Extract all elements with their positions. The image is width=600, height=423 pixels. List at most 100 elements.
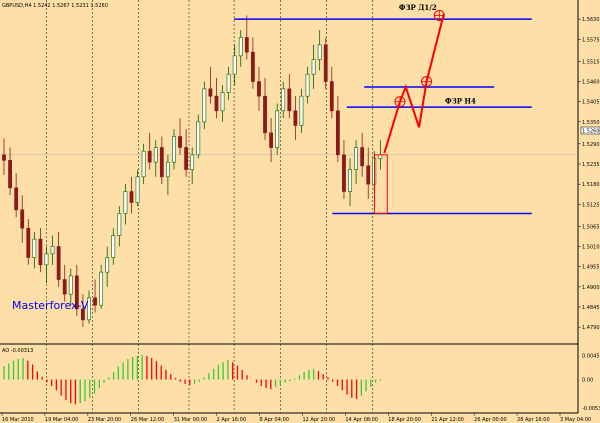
candle-32: [196, 114, 201, 159]
target-circle-2: [433, 10, 445, 21]
candle-23: [141, 143, 146, 185]
candle-58: [354, 140, 358, 185]
candle-body: [257, 81, 261, 97]
candle-body: [184, 147, 189, 170]
symbol-header: GBPUSD,H4 1.5242 1.5267 1.5231 1.5260: [2, 3, 108, 9]
candle-19: [117, 206, 122, 247]
candle-39: [238, 30, 243, 67]
level-label-1: ФЗР H4: [445, 97, 476, 106]
time-tick-label: 19 Mar 04:00: [45, 417, 78, 423]
candle-body: [335, 110, 340, 156]
time-tick-label: 18 Apr 20:00: [388, 417, 421, 423]
time-tick-label: 16 Mar 2010: [2, 417, 34, 423]
candle-body: [62, 279, 67, 295]
projection-path: [383, 13, 445, 154]
level-label-0: ФЗР Д1/2: [399, 3, 437, 12]
price-tick-label: 1.5180: [582, 182, 600, 188]
candle-33: [202, 81, 207, 130]
candle-body: [99, 271, 104, 306]
candle-40: [244, 15, 249, 60]
candle-7: [44, 246, 49, 284]
candle-45: [275, 103, 280, 155]
candle-body: [147, 150, 152, 163]
candle-12: [74, 264, 79, 317]
candle-17: [105, 246, 110, 287]
price-tick-label: 1.5515: [582, 59, 600, 65]
candle-42: [257, 66, 261, 111]
candle-16: [99, 264, 104, 309]
ao-tick-label: 0.00: [582, 378, 593, 384]
candle-body: [366, 165, 371, 185]
candle-body: [208, 88, 213, 97]
candle-body: [329, 81, 334, 112]
current-price-label: 1.5260: [582, 129, 600, 135]
candle-body: [275, 110, 280, 148]
target-circle-0: [394, 96, 406, 108]
candle-body: [214, 95, 219, 112]
candle-36: [220, 85, 225, 122]
candle-51: [311, 44, 316, 89]
candle-body: [232, 55, 237, 75]
candle-15: [93, 279, 97, 313]
candle-body: [178, 136, 182, 148]
candle-body: [172, 136, 176, 163]
candle-56: [342, 140, 346, 199]
time-tick-label: 23 Mar 20:00: [88, 417, 121, 423]
price-tick-label: 1.5010: [582, 245, 600, 251]
candle-60: [366, 147, 371, 199]
candle-body: [123, 191, 128, 214]
candle-body: [348, 169, 352, 192]
candle-22: [135, 169, 140, 207]
time-tick-label: 12 Apr 20:00: [302, 417, 335, 423]
candle-41: [250, 37, 255, 89]
price-tick-label: 1.5125: [582, 202, 600, 208]
candle-9: [56, 231, 61, 287]
candle-body: [287, 88, 292, 112]
candle-body: [317, 44, 322, 60]
candle-body: [250, 51, 255, 82]
candle-body: [8, 160, 12, 189]
candle-body: [93, 297, 97, 306]
candle-body: [117, 213, 122, 236]
price-tick-label: 1.4845: [582, 305, 600, 311]
candle-body: [2, 154, 6, 161]
candle-body: [354, 147, 358, 170]
candle-43: [263, 77, 267, 141]
current-price-box: [580, 126, 600, 135]
candle-3: [20, 195, 25, 243]
price-tick-label: 1.5460: [582, 80, 600, 86]
candle-31: [190, 147, 195, 185]
ao-tick-label: -0.0053: [582, 406, 600, 412]
candle-body: [220, 92, 225, 112]
candle-body: [281, 88, 286, 112]
candle-25: [153, 140, 158, 177]
candle-34: [208, 66, 213, 104]
candle-13: [81, 294, 85, 328]
price-tick-label: 1.4900: [582, 285, 600, 291]
candle-55: [335, 96, 340, 163]
price-tick-label: 1.5630: [582, 17, 600, 23]
candle-28: [172, 129, 176, 170]
candle-10: [62, 264, 67, 302]
target-circle-1: [421, 76, 433, 87]
candle-body: [129, 191, 134, 203]
candle-1: [8, 147, 12, 196]
candle-body: [360, 147, 365, 167]
candle-body: [226, 73, 231, 93]
candle-46: [281, 81, 286, 119]
candle-body: [311, 59, 316, 75]
time-tick-label: 8 Apr 04:00: [260, 417, 289, 423]
candle-6: [38, 228, 43, 273]
candle-body: [378, 154, 383, 159]
price-tick-label: 1.5235: [582, 162, 600, 168]
candle-48: [293, 96, 298, 141]
candle-body: [305, 73, 310, 97]
candle-body: [323, 44, 328, 82]
candle-body: [153, 147, 158, 163]
candle-body: [141, 150, 146, 178]
candle-body: [44, 253, 49, 266]
candle-body: [244, 37, 249, 53]
